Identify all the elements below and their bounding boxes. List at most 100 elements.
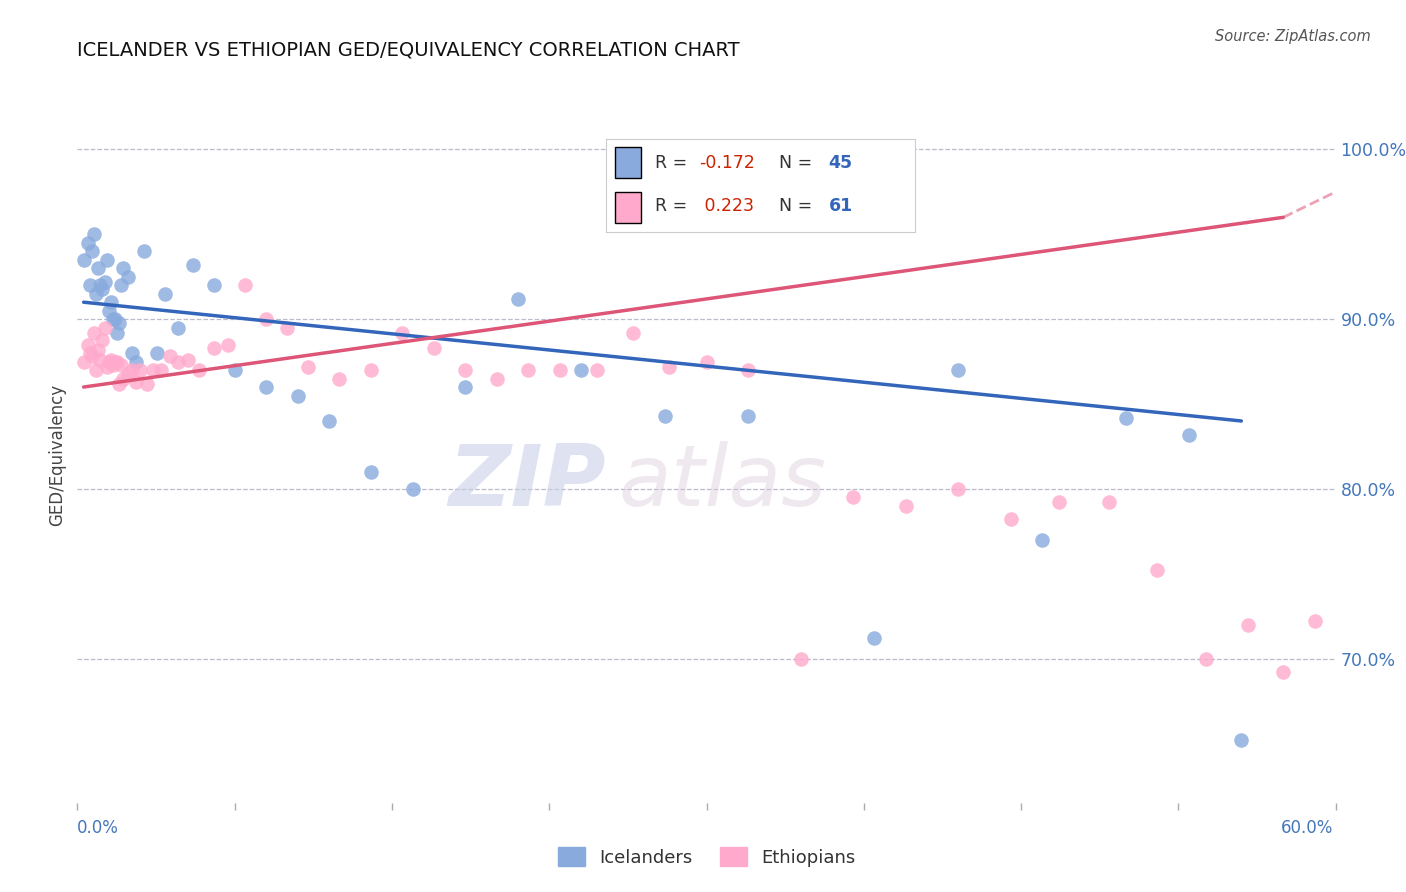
Point xyxy=(96,359,118,374)
Text: ZIP: ZIP xyxy=(449,442,606,524)
Point xyxy=(1272,665,1295,680)
Point xyxy=(177,352,200,367)
Point xyxy=(224,363,246,377)
Point xyxy=(104,354,127,368)
Point xyxy=(84,286,107,301)
Point xyxy=(696,354,718,368)
Point xyxy=(254,380,277,394)
Point xyxy=(146,346,169,360)
FancyBboxPatch shape xyxy=(616,147,641,178)
Point xyxy=(586,363,609,377)
Point xyxy=(108,376,131,391)
Point xyxy=(150,363,173,377)
Point xyxy=(76,337,98,351)
Point xyxy=(737,409,759,423)
Text: atlas: atlas xyxy=(619,442,827,524)
Point xyxy=(100,352,122,367)
Point xyxy=(104,312,127,326)
Point xyxy=(79,278,101,293)
Point xyxy=(402,482,425,496)
Point xyxy=(84,363,107,377)
Text: R =: R = xyxy=(655,197,688,215)
Point xyxy=(97,303,120,318)
Point xyxy=(233,278,256,293)
Point xyxy=(89,278,111,293)
Point xyxy=(112,371,135,385)
Point xyxy=(276,320,298,334)
Point xyxy=(121,346,143,360)
Point xyxy=(506,292,529,306)
Point xyxy=(110,358,132,372)
Point xyxy=(217,337,239,351)
Point xyxy=(1115,410,1137,425)
Point xyxy=(100,295,122,310)
Point xyxy=(1195,651,1218,665)
Text: ICELANDER VS ETHIOPIAN GED/EQUIVALENCY CORRELATION CHART: ICELANDER VS ETHIOPIAN GED/EQUIVALENCY C… xyxy=(77,40,740,59)
Point xyxy=(87,261,110,276)
Point xyxy=(110,278,132,293)
Point xyxy=(423,341,446,355)
Point xyxy=(1178,427,1201,442)
Text: R =: R = xyxy=(655,153,688,171)
Point xyxy=(254,312,277,326)
Point xyxy=(83,227,105,242)
Point xyxy=(87,343,110,357)
Point xyxy=(391,326,413,340)
Point xyxy=(548,363,571,377)
Point xyxy=(737,363,759,377)
Point xyxy=(1000,512,1022,526)
Point xyxy=(181,258,204,272)
Point xyxy=(125,354,148,368)
Point xyxy=(1236,617,1258,632)
Point xyxy=(76,235,98,250)
Point xyxy=(134,244,156,259)
Point xyxy=(1098,495,1121,509)
Point xyxy=(142,363,165,377)
Point xyxy=(188,363,211,377)
Point xyxy=(1047,495,1070,509)
Y-axis label: GED/Equivalency: GED/Equivalency xyxy=(48,384,66,526)
Point xyxy=(202,278,225,293)
Legend: Icelanders, Ethiopians: Icelanders, Ethiopians xyxy=(551,840,862,874)
Point xyxy=(83,326,105,340)
FancyBboxPatch shape xyxy=(616,192,641,223)
Point xyxy=(1146,563,1168,577)
Point xyxy=(135,376,157,391)
Point xyxy=(72,354,94,368)
Text: 45: 45 xyxy=(828,153,852,171)
Point xyxy=(202,341,225,355)
Point xyxy=(108,316,131,330)
Point xyxy=(517,363,540,377)
Point xyxy=(297,359,319,374)
Point xyxy=(80,350,103,364)
Text: 61: 61 xyxy=(828,197,853,215)
Point xyxy=(318,414,340,428)
Point xyxy=(155,286,177,301)
Point xyxy=(93,275,115,289)
Point xyxy=(863,631,886,645)
Point xyxy=(842,491,865,505)
Point xyxy=(72,252,94,267)
Point xyxy=(454,380,477,394)
Point xyxy=(80,244,103,259)
Point xyxy=(121,363,143,377)
Point xyxy=(91,333,114,347)
Text: N =: N = xyxy=(779,153,813,171)
Point xyxy=(167,320,190,334)
Text: 0.0%: 0.0% xyxy=(77,819,120,837)
Text: -0.172: -0.172 xyxy=(699,153,755,171)
Point xyxy=(287,388,309,402)
Point xyxy=(112,261,135,276)
Point xyxy=(105,354,128,368)
Point xyxy=(167,354,190,368)
Point xyxy=(117,269,139,284)
Point xyxy=(105,326,128,340)
Point xyxy=(894,499,917,513)
Point xyxy=(117,367,139,381)
Point xyxy=(129,363,152,377)
Point xyxy=(89,352,111,367)
Text: 60.0%: 60.0% xyxy=(1281,819,1333,837)
Point xyxy=(1031,533,1053,547)
Point xyxy=(654,409,676,423)
Text: N =: N = xyxy=(779,197,813,215)
